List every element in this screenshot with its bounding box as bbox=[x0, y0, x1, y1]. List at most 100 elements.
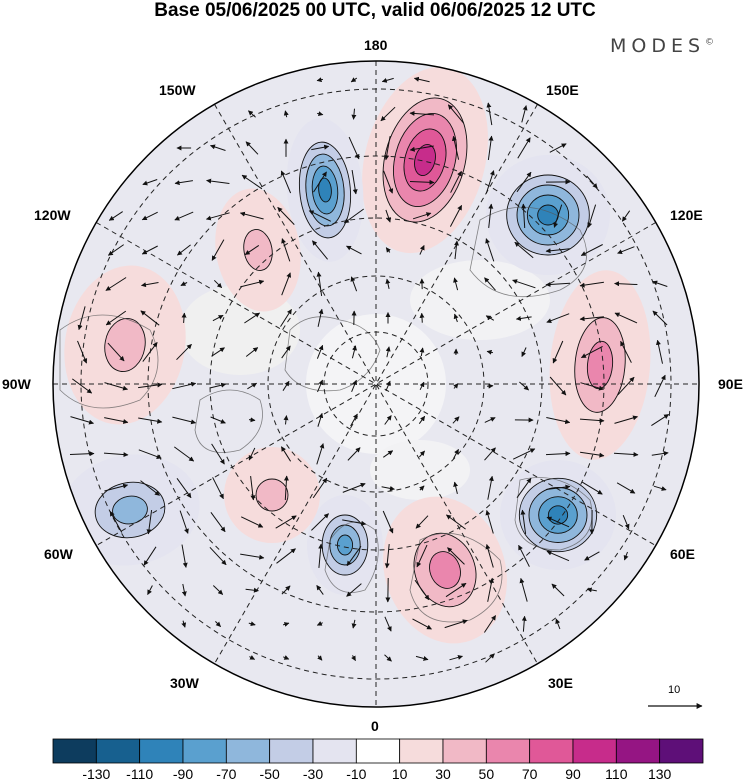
wind-vector bbox=[621, 210, 631, 222]
wind-vector bbox=[453, 277, 459, 291]
wind-vector bbox=[311, 144, 330, 151]
wind-vector bbox=[350, 77, 358, 83]
wind-vector bbox=[651, 413, 670, 427]
colorbar-swatch bbox=[572, 738, 617, 764]
anomaly-pos-scandinavia bbox=[383, 496, 507, 644]
wind-vector bbox=[485, 170, 495, 194]
wind-vector bbox=[342, 519, 367, 526]
wind-vector bbox=[212, 314, 224, 322]
wind-vector bbox=[512, 279, 536, 289]
wind-vector bbox=[282, 380, 290, 391]
colorbar-tick-label: 110 bbox=[605, 766, 628, 782]
wind-vector bbox=[416, 544, 428, 568]
wind-vector bbox=[445, 514, 466, 530]
wind-vector bbox=[382, 510, 394, 534]
wind-vector bbox=[348, 136, 360, 160]
wind-vector bbox=[215, 621, 221, 627]
anomaly-pos-alaska bbox=[215, 188, 301, 312]
wind-vector bbox=[351, 345, 357, 359]
wind-vector bbox=[210, 512, 226, 533]
wind-vector bbox=[70, 416, 94, 425]
wind-vector bbox=[250, 476, 256, 501]
wind-vector bbox=[313, 171, 327, 193]
wind-vector bbox=[281, 272, 292, 296]
wind-vector bbox=[514, 241, 534, 259]
wind-vector bbox=[210, 382, 227, 389]
wind-vector bbox=[485, 510, 494, 534]
wind-vector bbox=[487, 475, 494, 500]
wind-vector bbox=[104, 483, 129, 492]
wind-vector bbox=[141, 282, 159, 288]
wind-vector bbox=[283, 655, 290, 660]
wind-vector bbox=[447, 547, 465, 565]
wind-vectors bbox=[69, 76, 670, 663]
wind-vector bbox=[147, 585, 153, 595]
wind-vector bbox=[245, 141, 259, 155]
colorbar-swatch bbox=[529, 738, 574, 764]
wind-vector bbox=[107, 244, 124, 256]
wind-vector bbox=[172, 381, 197, 390]
wind-vector bbox=[351, 170, 358, 195]
wind-vector bbox=[141, 211, 158, 221]
wind-vector bbox=[445, 582, 467, 598]
wind-vector bbox=[517, 137, 531, 159]
wind-vector bbox=[138, 449, 162, 459]
map-title: Base 05/06/2025 00 UTC, valid 06/06/2025… bbox=[154, 0, 596, 21]
wind-vector bbox=[419, 485, 425, 491]
wind-vector bbox=[620, 340, 632, 363]
wind-vector bbox=[146, 510, 153, 535]
wind-vector bbox=[418, 415, 426, 424]
wind-vector bbox=[77, 306, 86, 331]
wind-vector bbox=[281, 238, 291, 262]
wind-vector bbox=[247, 382, 258, 390]
wind-vector bbox=[176, 343, 192, 361]
wind-vector bbox=[181, 620, 187, 628]
wind-vector bbox=[317, 379, 324, 393]
colorbar-swatch bbox=[615, 738, 661, 764]
wind-vector bbox=[419, 244, 425, 255]
anomaly-neg-greenland-sea bbox=[307, 495, 383, 595]
wind-vector bbox=[383, 450, 394, 458]
wind-vector bbox=[212, 585, 224, 595]
brand-logo: MODES© bbox=[610, 35, 715, 57]
colorbar-swatch bbox=[139, 738, 184, 764]
wind-vector bbox=[105, 277, 127, 291]
wind-vector bbox=[586, 587, 597, 593]
wind-vector bbox=[453, 313, 459, 323]
wind-vector bbox=[453, 383, 459, 389]
wind-vector bbox=[308, 210, 332, 222]
wind-vector bbox=[211, 443, 225, 465]
wind-vector bbox=[209, 546, 227, 566]
wind-vector bbox=[651, 450, 669, 456]
lon-label-180: 180 bbox=[364, 37, 388, 53]
wind-vector bbox=[240, 279, 265, 288]
wind-vector bbox=[419, 381, 425, 391]
wind-vector bbox=[453, 448, 459, 459]
wind-vector bbox=[343, 208, 364, 224]
anomaly-neg-ural bbox=[500, 460, 616, 570]
colorbar bbox=[52, 738, 704, 764]
wind-vector bbox=[249, 655, 256, 660]
wind-vector bbox=[381, 77, 394, 83]
wind-vector bbox=[579, 281, 604, 288]
wind-vector bbox=[211, 347, 225, 357]
wind-vector bbox=[312, 240, 328, 260]
wind-vector bbox=[318, 543, 324, 568]
wind-vector bbox=[213, 279, 223, 289]
wind-vector bbox=[72, 378, 93, 394]
wind-vector bbox=[521, 105, 528, 123]
wind-vector bbox=[385, 247, 391, 253]
wind-vector bbox=[485, 544, 494, 568]
wind-vector bbox=[350, 276, 358, 292]
colorbar-swatch bbox=[485, 738, 531, 764]
lon-label-30w: 30W bbox=[170, 675, 199, 691]
wind-vector bbox=[580, 382, 604, 391]
wind-vector bbox=[613, 452, 639, 457]
wind-vector bbox=[587, 204, 597, 228]
wind-vector bbox=[281, 345, 291, 359]
wind-vector bbox=[317, 655, 323, 661]
wind-vector bbox=[140, 480, 160, 496]
wind-vector bbox=[351, 379, 357, 392]
wind-vector bbox=[143, 546, 157, 566]
wind-vector bbox=[280, 446, 292, 462]
